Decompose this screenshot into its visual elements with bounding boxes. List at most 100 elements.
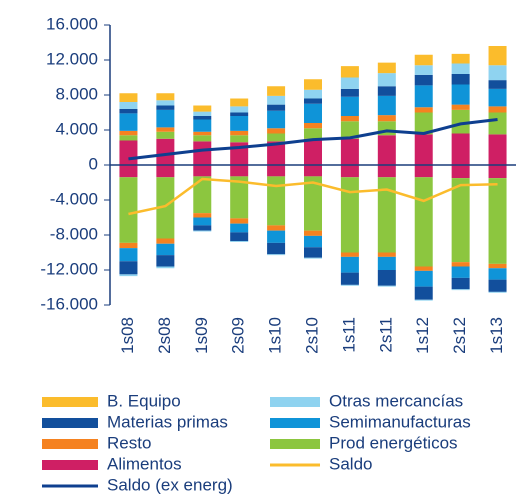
bar-segment: [119, 261, 138, 275]
bar-segment: [340, 77, 359, 89]
bar-segment: [377, 135, 396, 165]
bar-segment: [377, 252, 396, 257]
line: [128, 177, 498, 216]
bar-segment: [414, 65, 433, 75]
bar-segment: [193, 165, 212, 177]
legend-swatch: [42, 418, 98, 428]
legend-label: Prod energéticos: [329, 433, 458, 452]
bar-segment: [193, 116, 212, 120]
line: [128, 118, 498, 161]
bar-segment: [414, 74, 433, 86]
bar-segment: [488, 88, 507, 107]
legend-label: Saldo: [329, 454, 372, 473]
bar-segment: [267, 242, 286, 255]
bar-segment: [267, 95, 286, 105]
bar-segment: [230, 232, 249, 242]
bar-segment: [340, 116, 359, 122]
bar-segment: [488, 291, 507, 293]
bar-segment: [156, 165, 175, 178]
bar-segment: [119, 177, 138, 243]
bar-segment: [488, 263, 507, 269]
bar-segment: [340, 138, 359, 165]
bar-segment: [230, 98, 249, 107]
bar-segment: [119, 165, 138, 178]
bar-segment: [193, 119, 212, 132]
legend-swatch: [42, 460, 98, 470]
x-tick-label: 1s11: [339, 317, 358, 353]
x-tick-label: 2s11: [376, 317, 395, 353]
y-tick-label: -8.000: [50, 224, 98, 243]
bar-segment: [414, 54, 433, 66]
bar-segment: [340, 96, 359, 116]
legend-label: Otras mercancías: [329, 391, 463, 410]
bar-segment: [156, 100, 175, 106]
legend-label: Materias primas: [107, 412, 228, 431]
bar-segment: [451, 109, 470, 134]
y-tick-label: 8.000: [55, 84, 98, 103]
x-tick-label: 1s10: [266, 317, 285, 354]
legend-label: Resto: [107, 433, 151, 452]
bar-segment: [377, 177, 396, 253]
bar-segment: [340, 284, 359, 286]
x-tick-label: 2s12: [450, 317, 469, 354]
x-tick-label: 2s08: [155, 317, 174, 354]
bar-segment: [340, 256, 359, 273]
bar-segment: [267, 86, 286, 96]
bar-segment: [304, 235, 322, 248]
bar-segment: [377, 285, 396, 287]
legend-label: Alimentos: [107, 454, 182, 473]
y-tick-label: -4.000: [50, 189, 98, 208]
bar-segment: [193, 217, 212, 226]
bar-segment: [304, 138, 322, 165]
bar-segment: [488, 268, 507, 280]
bar-segment: [156, 243, 175, 256]
bar-segment: [377, 62, 396, 74]
bar-segment: [340, 165, 359, 178]
bar-segment: [267, 230, 286, 243]
bar-segment: [451, 133, 470, 165]
bar-segment: [119, 102, 138, 109]
bar-segment: [193, 131, 212, 136]
bar-segment: [267, 165, 286, 177]
bar-segment: [304, 103, 322, 123]
bar-segment: [304, 247, 322, 258]
bar-segment: [414, 85, 433, 108]
bar-segment: [414, 112, 433, 135]
bar-segment: [230, 176, 249, 219]
bar-segment: [488, 80, 507, 89]
bar-segment: [451, 165, 470, 179]
bar-segment: [377, 165, 396, 178]
bar-segment: [488, 65, 507, 81]
bar-segment: [193, 230, 212, 232]
bar-segment: [230, 112, 249, 116]
y-tick-label: -16.000: [40, 294, 98, 313]
x-tick-label: 2s10: [302, 317, 321, 354]
bar-segment: [414, 177, 433, 267]
bar-segment: [304, 98, 322, 104]
bar-segment: [156, 255, 175, 267]
bar-segment: [304, 123, 322, 129]
y-tick-label: 0: [89, 154, 98, 173]
bar-segment: [377, 256, 396, 270]
bar-segment: [267, 225, 286, 231]
legend-label: Semimanufacturas: [329, 412, 471, 431]
bar-segment: [451, 84, 470, 105]
bar-segment: [230, 130, 249, 136]
legend-swatch: [270, 397, 320, 407]
bar-segment: [119, 109, 138, 114]
bar-segment: [156, 127, 175, 132]
bar-segment: [304, 176, 322, 231]
bar-segment: [193, 135, 212, 142]
bar-segment: [230, 241, 249, 242]
bar-segment: [340, 272, 359, 285]
bar-segment: [267, 176, 286, 226]
y-tick-label: 16.000: [46, 14, 98, 33]
legend-swatch: [270, 418, 320, 428]
bar-segment: [340, 121, 359, 139]
bar-segment: [451, 104, 470, 110]
bar-segment: [119, 93, 138, 102]
bar-segment: [488, 165, 507, 179]
bar-segment: [193, 176, 212, 214]
bar-segment: [193, 213, 212, 218]
